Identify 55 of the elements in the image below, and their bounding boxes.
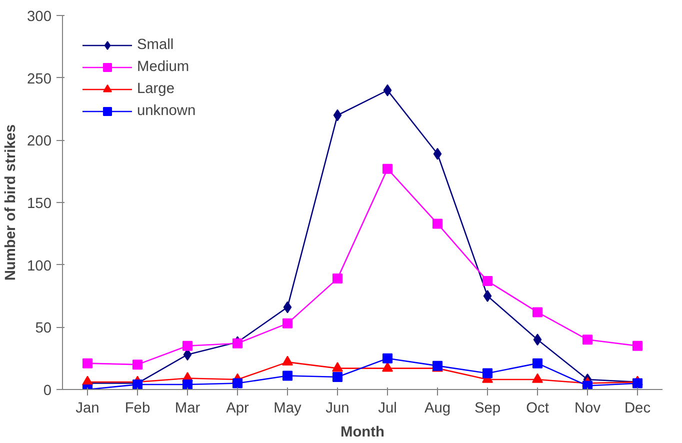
x-tick-label: Jan	[76, 400, 100, 416]
point	[232, 378, 242, 388]
point	[282, 356, 293, 366]
point	[383, 84, 392, 96]
x-tick-label: Sep	[474, 400, 501, 416]
y-tick-label: 0	[43, 383, 52, 399]
point	[582, 380, 592, 390]
point	[282, 318, 292, 328]
point	[333, 109, 342, 122]
x-tick-label: Aug	[424, 400, 451, 416]
x-tick-label: Mar	[174, 400, 200, 416]
x-axis-title: Month	[340, 424, 385, 440]
x-tick-label: Dec	[624, 400, 651, 416]
point	[132, 380, 142, 390]
point	[582, 334, 592, 345]
y-tick-label: 200	[27, 134, 52, 150]
legend-label: Small	[137, 37, 174, 53]
point	[433, 148, 442, 160]
point	[382, 164, 392, 174]
x-tick-label: Nov	[574, 400, 602, 416]
point	[533, 334, 542, 346]
legend-label: Medium	[137, 59, 190, 75]
point	[482, 276, 492, 286]
point	[382, 362, 393, 372]
point	[332, 274, 342, 284]
point	[532, 307, 542, 318]
point	[432, 218, 442, 229]
y-axis-title: Number of bird strikes	[3, 124, 20, 281]
point	[332, 362, 343, 372]
y-tick-label: 100	[27, 258, 52, 274]
point	[632, 340, 642, 351]
point	[382, 353, 392, 364]
point	[82, 358, 92, 368]
point	[332, 372, 342, 382]
point	[532, 373, 543, 383]
point	[283, 301, 292, 314]
y-tick-label: 50	[35, 320, 52, 337]
x-tick-label: Jul	[378, 400, 397, 416]
point	[483, 290, 492, 302]
x-tick-label: Oct	[526, 400, 549, 416]
legend-label: Large	[137, 81, 174, 97]
x-tick-label: Jun	[326, 400, 350, 416]
point	[182, 340, 192, 351]
x-tick-label: May	[274, 400, 302, 416]
point	[482, 368, 492, 378]
point	[132, 360, 142, 370]
y-tick-label: 250	[27, 71, 52, 88]
legend-label: unknown	[137, 103, 196, 119]
point	[282, 370, 292, 381]
point	[182, 380, 192, 390]
x-tick-label: Apr	[226, 400, 250, 416]
x-tick-label: Feb	[124, 400, 150, 416]
y-tick-label: 300	[27, 9, 52, 25]
y-tick-label: 150	[27, 196, 52, 212]
point	[532, 358, 542, 368]
